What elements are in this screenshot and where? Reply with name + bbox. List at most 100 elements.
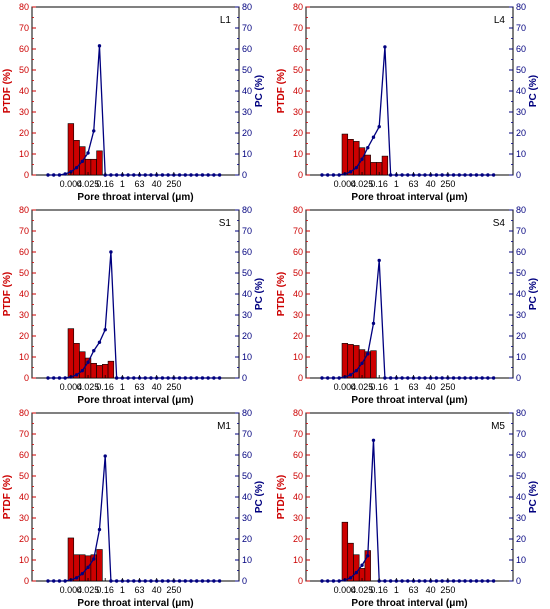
y-right-tick-label: 30 — [242, 310, 252, 320]
y-right-tick-label: 50 — [242, 268, 252, 278]
y-left-tick-label: 0 — [24, 373, 29, 383]
y-left-tick-label: 30 — [293, 107, 303, 117]
pc-point — [469, 173, 473, 177]
pc-point — [337, 173, 341, 177]
pc-point — [366, 352, 370, 356]
pc-point — [195, 579, 199, 583]
y-left-tick-label: 50 — [19, 65, 29, 75]
pc-point — [451, 376, 456, 380]
y-right-tick-label: 0 — [516, 373, 521, 383]
y-left-tick-label: 30 — [19, 513, 29, 523]
ptdf-bar — [90, 158, 97, 176]
ptdf-bar — [353, 345, 360, 379]
pc-point — [189, 173, 193, 177]
x-tick-label: 63 — [135, 585, 145, 595]
pc-point — [126, 173, 130, 177]
ptdf-bar — [370, 350, 377, 379]
y-left-tick-label: 30 — [19, 107, 29, 117]
y-right-tick-label: 70 — [516, 226, 526, 236]
x-tick-label: 0.16 — [370, 382, 388, 392]
x-axis-title: Pore throat interval (μm) — [351, 395, 467, 406]
panel-label: L1 — [220, 15, 232, 26]
pc-point — [463, 579, 467, 583]
pc-point — [160, 579, 165, 583]
pc-point — [212, 376, 216, 380]
y-left-axis-title: PTDF (%) — [276, 272, 287, 316]
pc-point — [114, 173, 119, 177]
pc-point — [74, 576, 79, 580]
y-right-tick-label: 10 — [242, 352, 252, 362]
pc-point — [103, 328, 107, 332]
pc-point — [80, 368, 85, 373]
pc-point — [195, 173, 199, 177]
pc-point — [320, 173, 324, 177]
y-right-tick-label: 70 — [242, 23, 252, 33]
y-right-tick-label: 40 — [516, 289, 526, 299]
pc-point — [480, 173, 484, 177]
pc-point — [52, 579, 56, 583]
pc-point — [406, 579, 410, 583]
y-right-axis-title: PC (%) — [254, 481, 265, 513]
pc-point — [200, 579, 205, 583]
y-right-tick-label: 10 — [516, 149, 526, 159]
y-left-tick-label: 70 — [293, 429, 303, 439]
y-right-tick-label: 0 — [242, 170, 247, 180]
x-tick-label: 63 — [409, 382, 419, 392]
x-axis-title: Pore throat interval (μm) — [77, 395, 193, 406]
pc-point — [92, 349, 96, 353]
pc-point — [206, 173, 210, 177]
pc-point — [400, 579, 404, 583]
pc-point — [183, 173, 187, 177]
pc-point — [377, 258, 381, 263]
y-left-tick-label: 0 — [24, 170, 29, 180]
pc-point — [97, 340, 102, 344]
plot-frame — [31, 6, 240, 176]
pc-point — [406, 376, 410, 380]
x-tick-label: 63 — [135, 179, 145, 189]
panel-label: S1 — [219, 218, 232, 229]
y-left-tick-label: 80 — [19, 205, 29, 215]
pc-point — [177, 173, 182, 177]
x-tick-label: 250 — [440, 382, 455, 392]
pc-point — [480, 579, 484, 583]
y-left-tick-label: 30 — [293, 310, 303, 320]
y-left-tick-label: 10 — [293, 149, 303, 159]
y-left-tick-label: 60 — [19, 247, 29, 257]
pc-point — [474, 376, 479, 380]
pc-point — [195, 376, 199, 380]
x-tick-label: 0.16 — [96, 382, 114, 392]
y-right-tick-label: 50 — [516, 65, 526, 75]
y-right-tick-label: 80 — [242, 408, 252, 418]
y-left-axis-title: PTDF (%) — [2, 475, 13, 519]
y-right-tick-label: 60 — [516, 450, 526, 460]
pc-point — [206, 376, 210, 380]
pc-point — [348, 170, 353, 174]
pc-point — [143, 376, 147, 380]
y-right-axis-title: PC (%) — [254, 75, 265, 107]
x-tick-label: 0.004 — [60, 382, 83, 392]
y-right-tick-label: 30 — [242, 513, 252, 523]
pc-point — [400, 173, 404, 177]
x-tick-label: 0.025 — [351, 585, 374, 595]
x-tick-label: 0.004 — [334, 179, 357, 189]
y-left-axis-title: PTDF (%) — [2, 69, 13, 113]
y-left-tick-label: 10 — [19, 555, 29, 565]
x-axis-title: Pore throat interval (μm) — [351, 192, 467, 203]
y-left-tick-label: 0 — [24, 576, 29, 586]
y-left-tick-label: 0 — [298, 373, 303, 383]
y-left-tick-label: 20 — [293, 331, 303, 341]
pc-point — [451, 579, 456, 583]
y-left-tick-label: 0 — [298, 170, 303, 180]
y-right-tick-label: 60 — [242, 247, 252, 257]
pc-point — [486, 173, 490, 177]
pc-point — [166, 173, 170, 177]
pc-point — [417, 376, 421, 380]
pc-point — [160, 376, 165, 380]
y-right-tick-label: 60 — [516, 44, 526, 54]
y-right-tick-label: 20 — [242, 534, 252, 544]
pc-point — [360, 563, 364, 567]
ptdf-bar — [341, 521, 349, 582]
pc-point — [371, 438, 376, 442]
